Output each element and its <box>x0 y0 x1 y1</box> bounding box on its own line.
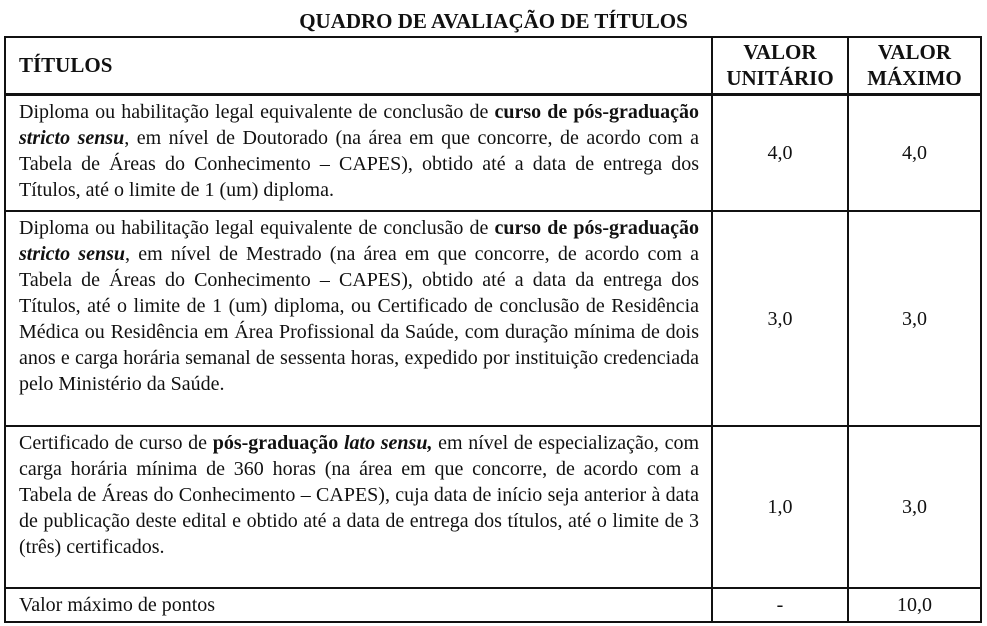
bold-italic-text: stricto sensu <box>19 243 125 265</box>
text: Diploma ou habilitação legal equivalente… <box>19 100 495 123</box>
table-header-row: TÍTULOS VALOR UNITÁRIO VALOR MÁXIMO <box>4 36 982 96</box>
total-unit-value: - <box>711 587 849 623</box>
total-row: Valor máximo de pontos - 10,0 <box>4 587 982 623</box>
table-row: Diploma ou habilitação legal equivalente… <box>4 210 982 427</box>
total-label: Valor máximo de pontos <box>4 587 713 623</box>
table-row: Diploma ou habilitação legal equivalente… <box>4 93 982 212</box>
total-max-value: 10,0 <box>847 587 982 623</box>
header-max-line1: VALOR <box>877 40 952 65</box>
row-unit-value: 3,0 <box>711 210 849 427</box>
header-max-line2: MÁXIMO <box>867 66 962 91</box>
bold-text: pós-graduação <box>212 432 344 454</box>
bold-text: curso de pós-graduação <box>494 217 699 239</box>
row-unit-value: 1,0 <box>711 425 849 589</box>
header-unit-line1: VALOR <box>743 40 817 65</box>
evaluation-table: TÍTULOS VALOR UNITÁRIO VALOR MÁXIMO Diplom… <box>4 36 982 623</box>
row-unit-value: 4,0 <box>711 93 849 212</box>
row-max-value: 3,0 <box>847 425 982 589</box>
text: , em nível de Mestrado (na área em que c… <box>19 243 699 395</box>
header-valor-maximo: VALOR MÁXIMO <box>847 36 982 96</box>
row-description: Certificado de curso de pós-graduação la… <box>4 425 713 589</box>
text: em nível de especialização, com carga ho… <box>19 432 700 558</box>
text: Diploma ou habilitação legal equivalente… <box>19 217 495 239</box>
text: Certificado de curso de <box>19 432 213 454</box>
header-valor-unitario: VALOR UNITÁRIO <box>711 36 849 96</box>
header-titulos: TÍTULOS <box>4 36 713 96</box>
row-max-value: 3,0 <box>847 210 982 427</box>
row-description: Diploma ou habilitação legal equivalente… <box>4 93 713 212</box>
bold-italic-text: lato sensu, <box>343 432 433 454</box>
text: , em nível de Doutorado (na área em que … <box>19 126 699 201</box>
row-description: Diploma ou habilitação legal equivalente… <box>4 210 713 427</box>
bold-text: curso de pós-graduação <box>494 100 699 123</box>
header-unit-line2: UNITÁRIO <box>726 66 834 91</box>
bold-italic-text: stricto sensu <box>19 126 125 149</box>
table-title: QUADRO DE AVALIAÇÃO DE TÍTULOS <box>299 9 688 33</box>
row-max-value: 4,0 <box>847 93 982 212</box>
table-row: Certificado de curso de pós-graduação la… <box>4 425 982 589</box>
